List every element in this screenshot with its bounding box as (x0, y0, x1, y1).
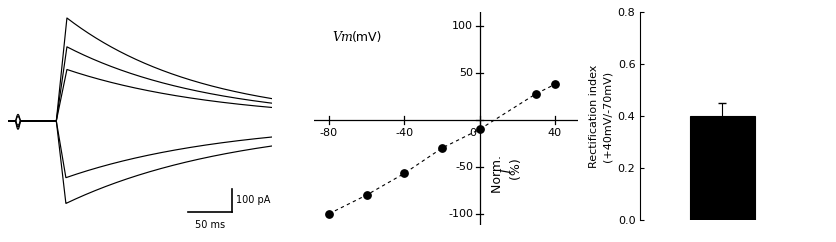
Text: 40: 40 (548, 129, 561, 138)
Text: (%): (%) (509, 159, 522, 184)
Text: 100 pA: 100 pA (235, 195, 270, 205)
Text: Norm.: Norm. (490, 151, 503, 193)
Text: -50: -50 (455, 162, 472, 172)
Point (548, 83, 561, 86)
Point (472, 128, 486, 131)
Text: I: I (501, 169, 513, 174)
Point (359, 193, 373, 197)
Bar (689, 116, 753, 220)
Text: -100: -100 (447, 209, 472, 219)
Point (528, 92, 542, 96)
Point (322, 212, 335, 216)
Text: 50 ms: 50 ms (195, 220, 225, 230)
Text: 50: 50 (458, 68, 472, 78)
Point (435, 146, 448, 150)
Y-axis label: Rectification index
(+40mV/-70mV): Rectification index (+40mV/-70mV) (589, 64, 611, 168)
Text: -40: -40 (395, 129, 413, 138)
Text: 100: 100 (451, 21, 472, 31)
Text: 0: 0 (468, 129, 475, 138)
Text: (mV): (mV) (351, 31, 381, 44)
Text: -80: -80 (319, 129, 338, 138)
Text: Vm: Vm (332, 31, 353, 44)
Point (397, 172, 410, 175)
